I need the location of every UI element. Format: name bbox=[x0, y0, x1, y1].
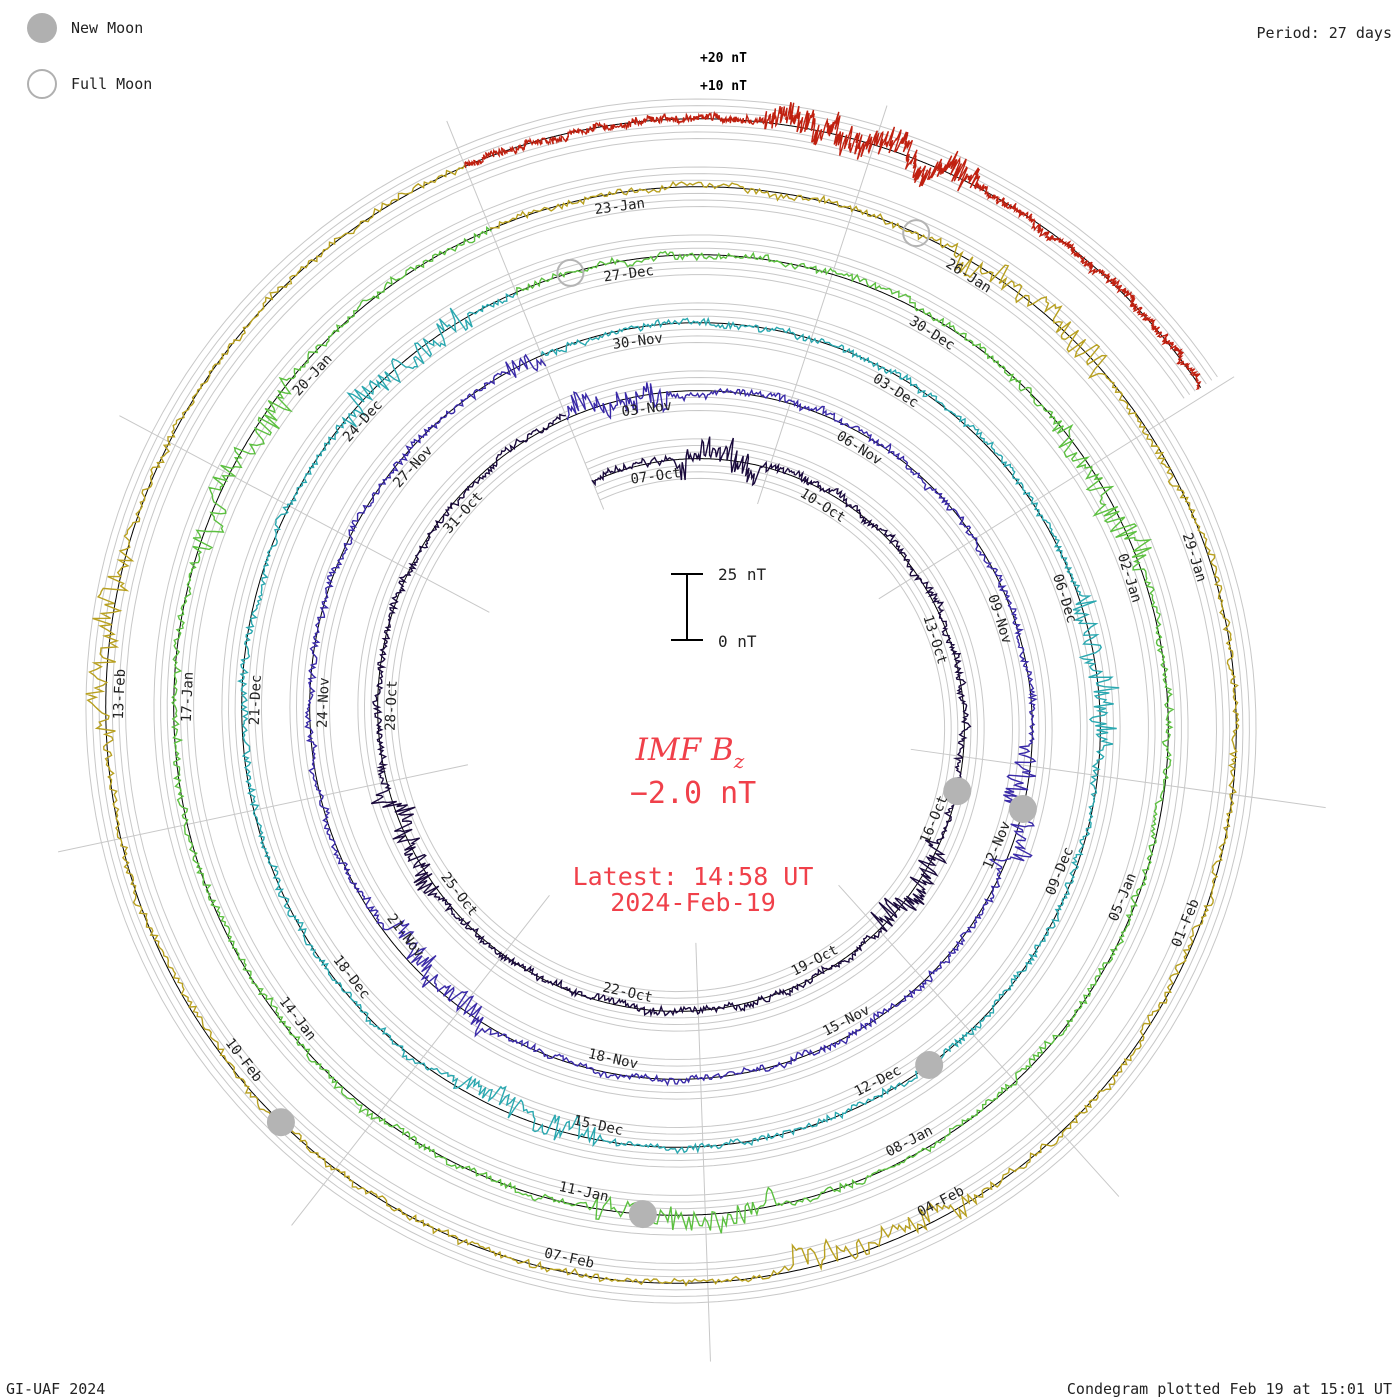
grid-spiral bbox=[124, 137, 1218, 1265]
date-label: 09-Nov bbox=[984, 593, 1015, 646]
date-label: 30-Dec bbox=[906, 313, 957, 354]
moon-markers bbox=[266, 219, 1037, 1229]
new-moon-icon bbox=[27, 13, 57, 43]
date-label: 05-Jan bbox=[1106, 871, 1140, 924]
date-label: 06-Dec bbox=[1049, 572, 1080, 625]
credit-label: GI-UAF 2024 bbox=[6, 1380, 106, 1398]
date-label: 07-Feb bbox=[543, 1245, 596, 1271]
date-label: 15-Dec bbox=[572, 1113, 625, 1139]
grid-spoke bbox=[291, 894, 550, 1226]
scale-bar-bottom-label: 0 nT bbox=[718, 632, 757, 651]
new-moon-marker bbox=[1008, 794, 1037, 823]
baseline-rotation-4 bbox=[173, 228, 1169, 1216]
plot-time-label: Condegram plotted Feb 19 at 15:01 UT bbox=[1066, 1380, 1392, 1398]
grid-spiral bbox=[118, 131, 1224, 1271]
new-moon-marker bbox=[266, 1108, 295, 1137]
date-label: 21-Dec bbox=[247, 674, 265, 725]
legend-new-moon-label: New Moon bbox=[71, 19, 144, 37]
imf-title: IMF Bz bbox=[635, 732, 745, 773]
date-label: 21-Nov bbox=[383, 911, 427, 961]
grid-spiral bbox=[111, 124, 1231, 1278]
date-label: 07-Oct bbox=[630, 465, 682, 488]
full-moon-icon bbox=[27, 69, 57, 99]
period-label: Period: 27 days bbox=[1256, 24, 1392, 42]
date-label: 10-Feb bbox=[222, 1035, 266, 1085]
legend-full-moon: Full Moon bbox=[27, 69, 152, 99]
scale-bar: 25 nT 0 nT bbox=[671, 565, 767, 651]
date-label: 20-Jan bbox=[290, 351, 336, 399]
full-moon-marker bbox=[556, 258, 585, 287]
latest-date: 2024-Feb-19 bbox=[610, 888, 776, 917]
latest-time: Latest: 14:58 UT bbox=[573, 862, 814, 891]
imf-title-main: IMF B bbox=[635, 732, 734, 768]
date-label: 02-Jan bbox=[1114, 552, 1145, 605]
date-label: 12-Nov bbox=[980, 819, 1014, 872]
scale-label-top: +20 nT bbox=[700, 51, 747, 66]
imf-title-subscript: z bbox=[733, 749, 745, 773]
date-label: 27-Dec bbox=[603, 263, 655, 286]
date-label: 28-Oct bbox=[383, 680, 401, 731]
imf-value: −2.0 nT bbox=[630, 776, 756, 811]
grid-spoke bbox=[695, 942, 711, 1362]
date-label: 03-Nov bbox=[621, 398, 673, 421]
full-moon-marker bbox=[902, 219, 931, 248]
grid-spoke bbox=[446, 120, 605, 510]
date-label: 17-Jan bbox=[179, 671, 197, 722]
date-label: 30-Nov bbox=[612, 330, 664, 353]
grid-spoke bbox=[910, 748, 1326, 809]
date-label: 29-Jan bbox=[1179, 531, 1210, 584]
grid-spoke bbox=[757, 105, 888, 505]
trace-rotation-6 bbox=[464, 102, 1202, 391]
new-moon-marker bbox=[628, 1200, 657, 1229]
date-label: 27-Nov bbox=[390, 443, 436, 491]
trace-rotation-1 bbox=[370, 413, 972, 1018]
date-label: 06-Nov bbox=[833, 428, 884, 469]
date-label: 01-Feb bbox=[1169, 897, 1203, 950]
trace-rotation-2 bbox=[304, 353, 1038, 1087]
data-traces bbox=[85, 102, 1240, 1287]
grid-spiral bbox=[85, 98, 1257, 1304]
date-label: 23-Jan bbox=[594, 196, 646, 219]
date-label: 25-Oct bbox=[437, 869, 481, 919]
date-label: 13-Feb bbox=[111, 669, 129, 720]
trace-rotation-4 bbox=[170, 225, 1175, 1234]
date-label: 03-Dec bbox=[870, 371, 921, 412]
new-moon-marker bbox=[943, 777, 972, 806]
grid-spiral bbox=[91, 105, 1250, 1298]
baseline-rotation-5 bbox=[105, 165, 1237, 1284]
grid-spoke bbox=[878, 376, 1235, 600]
new-moon-marker bbox=[915, 1051, 944, 1080]
trace-rotation-3 bbox=[236, 292, 1120, 1155]
date-label: 16-Oct bbox=[917, 793, 951, 846]
legend-full-moon-label: Full Moon bbox=[71, 75, 153, 93]
date-label: 24-Nov bbox=[315, 677, 333, 728]
legend-new-moon: New Moon bbox=[27, 13, 143, 43]
scale-bar-top-label: 25 nT bbox=[718, 565, 767, 584]
trace-rotation-5 bbox=[85, 164, 1240, 1287]
spiral-grid bbox=[85, 98, 1257, 1304]
date-label: 11-Jan bbox=[557, 1179, 610, 1205]
date-label: 18-Nov bbox=[587, 1046, 640, 1072]
scale-label-mid: +10 nT bbox=[700, 79, 747, 94]
